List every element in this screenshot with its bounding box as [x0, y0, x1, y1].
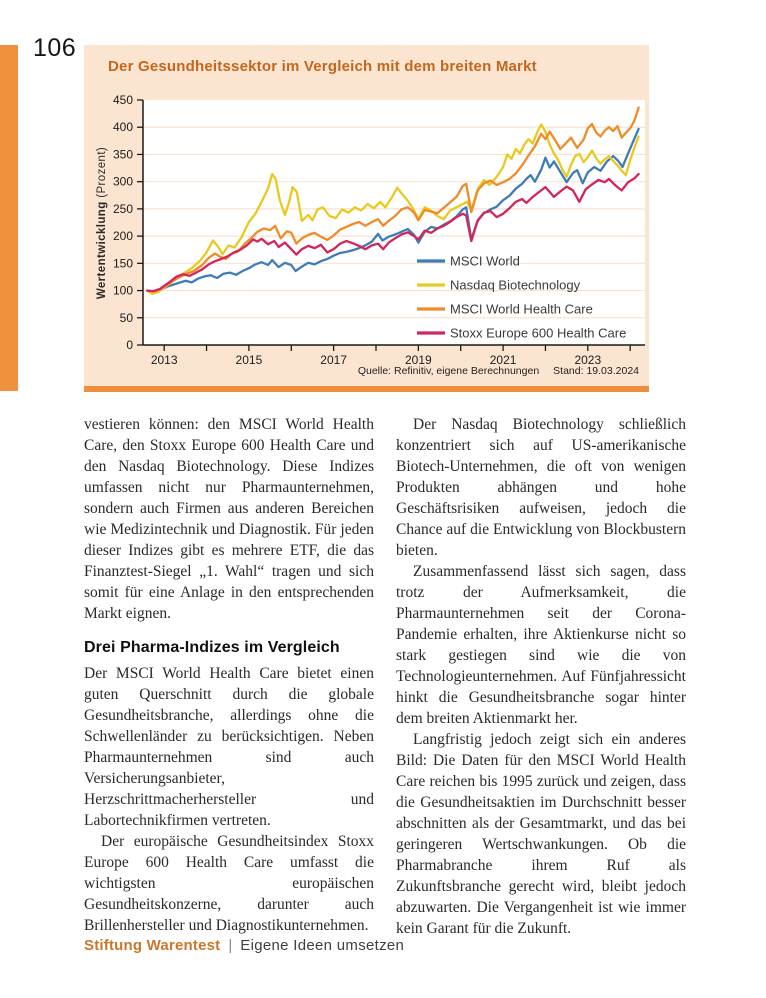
y-tick-label: 450 — [113, 93, 133, 107]
source-text: Quelle: Refinitiv, eigene Berechnungen — [357, 365, 540, 377]
footer-separator: | — [228, 937, 233, 954]
paragraph: Zusammenfassend lässt sich sagen, dass t… — [396, 563, 686, 727]
page-number: 106 — [33, 34, 77, 62]
plot-area — [143, 100, 645, 345]
paragraph: Langfristig jedoch zeigt sich ein andere… — [396, 731, 686, 937]
section-heading: Drei Pharma-Indizes im Vergleich — [84, 639, 340, 656]
column-left: vestieren können: den MSCI World Health … — [84, 414, 374, 939]
chapter-edge-tab — [0, 45, 18, 391]
paragraph: Der europäische Gesundheitsindex Stoxx E… — [84, 833, 374, 934]
chart-panel: Der Gesundheitssektor im Vergleich mit d… — [84, 45, 649, 392]
publisher-brand: Stiftung Warentest — [84, 937, 221, 954]
as-of-date: Stand: 19.03.2024 — [553, 365, 639, 377]
y-tick-label: 200 — [113, 229, 133, 243]
y-tick-label: 0 — [126, 338, 133, 352]
page-footer: Stiftung Warentest | Eigene Ideen umsetzen — [84, 936, 404, 956]
y-tick-label: 250 — [113, 202, 133, 216]
x-tick-label: 2013 — [151, 353, 178, 367]
paragraph: Der Nasdaq Biotechnology schließlich kon… — [396, 416, 686, 559]
legend-label: Nasdaq Biotechnology — [450, 278, 581, 293]
x-tick-label: 2015 — [236, 353, 263, 367]
column-right: Der Nasdaq Biotechnology schließlich kon… — [396, 414, 686, 939]
x-tick-label: 2019 — [405, 353, 432, 367]
x-tick-label: 2017 — [320, 353, 347, 367]
chart-title: Der Gesundheitssektor im Vergleich mit d… — [108, 58, 537, 75]
legend-label: MSCI World Health Care — [450, 302, 593, 317]
series-line — [146, 127, 640, 293]
y-axis-title: Wertentwicklung (Prozent) — [96, 147, 108, 299]
series-line — [146, 172, 640, 293]
chart-source: Quelle: Refinitiv, eigene Berechnungen St… — [358, 365, 639, 378]
paragraph: Der MSCI World Health Care bietet einen … — [84, 665, 374, 829]
y-tick-label: 50 — [120, 311, 134, 325]
legend-label: MSCI World — [450, 254, 520, 269]
y-tick-label: 100 — [113, 284, 133, 298]
footer-tagline: Eigene Ideen umsetzen — [240, 937, 405, 954]
performance-comparison-chart: 0 50 100 150 200 250 300 350 400 450 2013 2015 2017 2… — [96, 93, 645, 367]
x-tick-label: 2023 — [574, 353, 601, 367]
series-line — [146, 106, 640, 293]
y-tick-label: 300 — [113, 175, 133, 189]
y-tick-label: 400 — [113, 120, 133, 134]
article-body: vestieren können: den MSCI World Health … — [84, 414, 686, 939]
paragraph: vestieren können: den MSCI World Health … — [84, 416, 374, 622]
y-tick-label: 350 — [113, 147, 133, 161]
x-tick-label: 2021 — [490, 353, 517, 367]
legend-label: Stoxx Europe 600 Health Care — [450, 326, 626, 341]
y-tick-label: 150 — [113, 256, 133, 270]
